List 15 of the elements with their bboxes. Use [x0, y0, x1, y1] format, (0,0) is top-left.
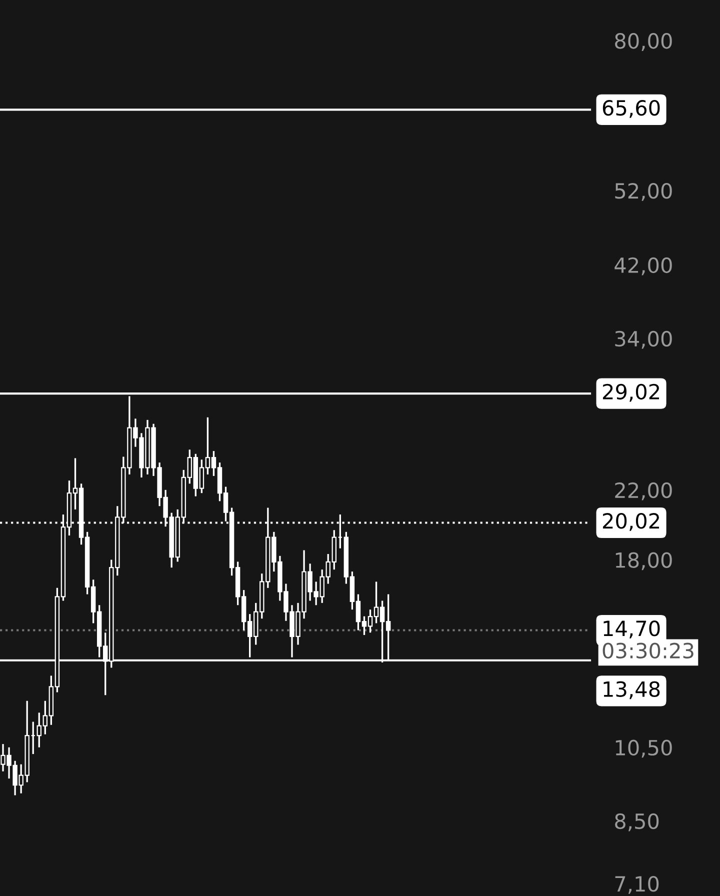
y-tick-label: 80,00: [615, 33, 672, 51]
y-tick-label: 10,50: [616, 740, 672, 758]
text: 03:30:23: [602, 642, 694, 659]
y-tick-label: 18,00: [616, 552, 672, 570]
ref-line-label: 29,02: [602, 384, 660, 402]
y-tick-label: 34,00: [615, 330, 672, 349]
y-tick-label: 52,00: [615, 182, 672, 201]
ref-line-label: 20,02: [602, 513, 660, 531]
ref-line-label: 65,60: [602, 100, 660, 118]
y-tick-label: 42,00: [614, 257, 672, 276]
ref-line-label: 14,70: [604, 620, 660, 638]
y-tick-label: 8,50: [615, 813, 659, 832]
y-tick-label: 22,00: [615, 482, 672, 500]
legend-label: 13,48: [604, 681, 660, 700]
y-tick-label: 7,10: [615, 876, 659, 894]
